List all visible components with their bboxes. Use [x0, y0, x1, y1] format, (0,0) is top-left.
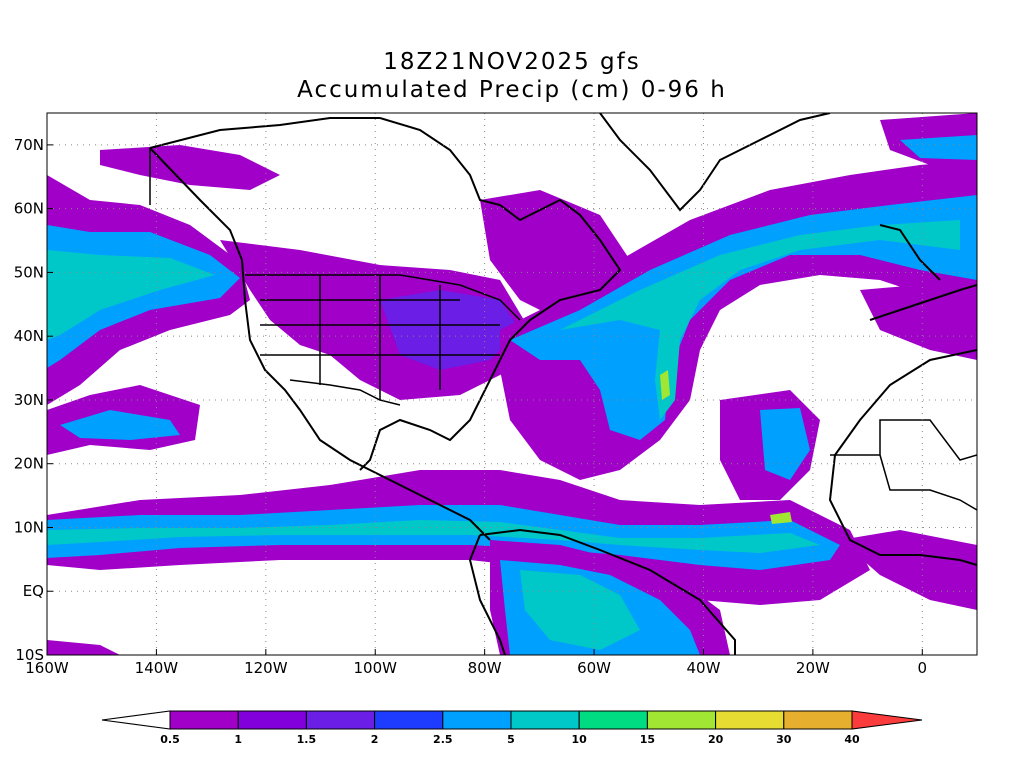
- precip-region-natlantic-max: [660, 370, 670, 400]
- border-us-mexico: [289, 379, 401, 406]
- colorbar-swatch: [578, 710, 648, 730]
- precip-region-sepacific: [47, 640, 120, 655]
- lat-tick-label: 50N: [14, 263, 44, 281]
- lat-tick-label: 60N: [14, 200, 44, 218]
- coastline-north-america: [149, 117, 622, 541]
- colorbar: [101, 710, 923, 730]
- colorbar-labels: 0.5 1 1.5 2 2.5 5 10 15 20 30 40: [160, 733, 860, 746]
- chart-title-line1: 18Z21NOV2025 gfs: [383, 49, 641, 75]
- colorbar-swatch: [442, 710, 512, 730]
- colorbar-label: 2: [371, 733, 379, 746]
- political-borders: [149, 148, 977, 511]
- colorbar-swatch: [783, 710, 853, 730]
- precip-region-itcz-max: [770, 512, 792, 524]
- colorbar-arrow-low: [101, 710, 171, 730]
- colorbar-label: 0.5: [160, 733, 180, 746]
- precip-region-subtropical-core: [760, 408, 810, 480]
- precip-region-europe: [860, 280, 977, 360]
- coastlines: [149, 113, 977, 655]
- precip-field: [47, 113, 977, 655]
- colorbar-label: 1.5: [297, 733, 317, 746]
- colorbar-swatch: [646, 710, 717, 730]
- coastline-europe: [869, 224, 977, 321]
- lat-tick-label: EQ: [23, 582, 44, 600]
- colorbar-label: 2.5: [433, 733, 453, 746]
- precip-region-natlantic-inner: [560, 220, 960, 420]
- colorbar-label: 10: [572, 733, 588, 746]
- colorbar-swatch: [305, 710, 376, 730]
- colorbar-label: 1: [234, 733, 242, 746]
- precip-region-natlantic-core: [510, 195, 977, 440]
- coastline-greenland: [599, 113, 831, 212]
- colorbar-swatch: [510, 710, 580, 730]
- border-us-canada: [245, 274, 521, 321]
- colorbar-label: 20: [708, 733, 724, 746]
- colorbar-label: 15: [640, 733, 655, 746]
- border-us-states: [260, 275, 500, 400]
- lon-tick-label: 100W: [354, 659, 398, 677]
- plot-frame: [46, 112, 978, 656]
- precip-region-us-core: [380, 290, 520, 370]
- precip-region-wafrica: [840, 530, 977, 610]
- precip-region-pacific-band-core: [60, 410, 180, 440]
- colorbar-arrow-high: [851, 710, 923, 730]
- precip-region-norwegian-core: [900, 135, 977, 160]
- colorbar-swatch: [715, 710, 785, 730]
- longitude-ticks: 160W 140W 120W 100W 80W 60W 40W 20W 0: [25, 649, 927, 677]
- precip-region-itcz-core: [47, 505, 840, 570]
- coastline-africa: [828, 349, 977, 566]
- latitude-ticks: 70N 60N 50N 40N 30N 20N 10N EQ 10S: [14, 136, 53, 664]
- precip-region-samerica-inner: [520, 570, 640, 650]
- lon-tick-label: 20W: [796, 659, 830, 677]
- chart-title-line2: Accumulated Precip (cm) 0-96 h: [297, 77, 727, 103]
- lat-tick-label: 10S: [15, 646, 44, 664]
- lon-tick-label: 0: [918, 659, 928, 677]
- border-africa: [830, 419, 977, 511]
- lon-tick-label: 120W: [244, 659, 288, 677]
- lon-tick-label: 80W: [468, 659, 502, 677]
- lat-tick-label: 40N: [14, 327, 44, 345]
- colorbar-swatch: [374, 710, 444, 730]
- colorbar-label: 30: [776, 733, 792, 746]
- colorbar-label: 5: [507, 733, 515, 746]
- lat-tick-label: 20N: [14, 455, 44, 473]
- lon-tick-label: 40W: [687, 659, 721, 677]
- colorbar-label: 40: [844, 733, 860, 746]
- lat-tick-label: 10N: [14, 518, 44, 536]
- lon-tick-label: 160W: [25, 659, 69, 677]
- colorbar-swatch: [237, 710, 307, 730]
- precip-region-itcz-inner: [47, 520, 820, 553]
- lat-tick-label: 70N: [14, 136, 44, 154]
- colorbar-swatch: [169, 710, 239, 730]
- lat-tick-label: 30N: [14, 391, 44, 409]
- lon-tick-label: 140W: [135, 659, 179, 677]
- coastline-south-america: [468, 528, 736, 655]
- lon-tick-label: 60W: [577, 659, 611, 677]
- precip-region-arctic: [100, 145, 280, 190]
